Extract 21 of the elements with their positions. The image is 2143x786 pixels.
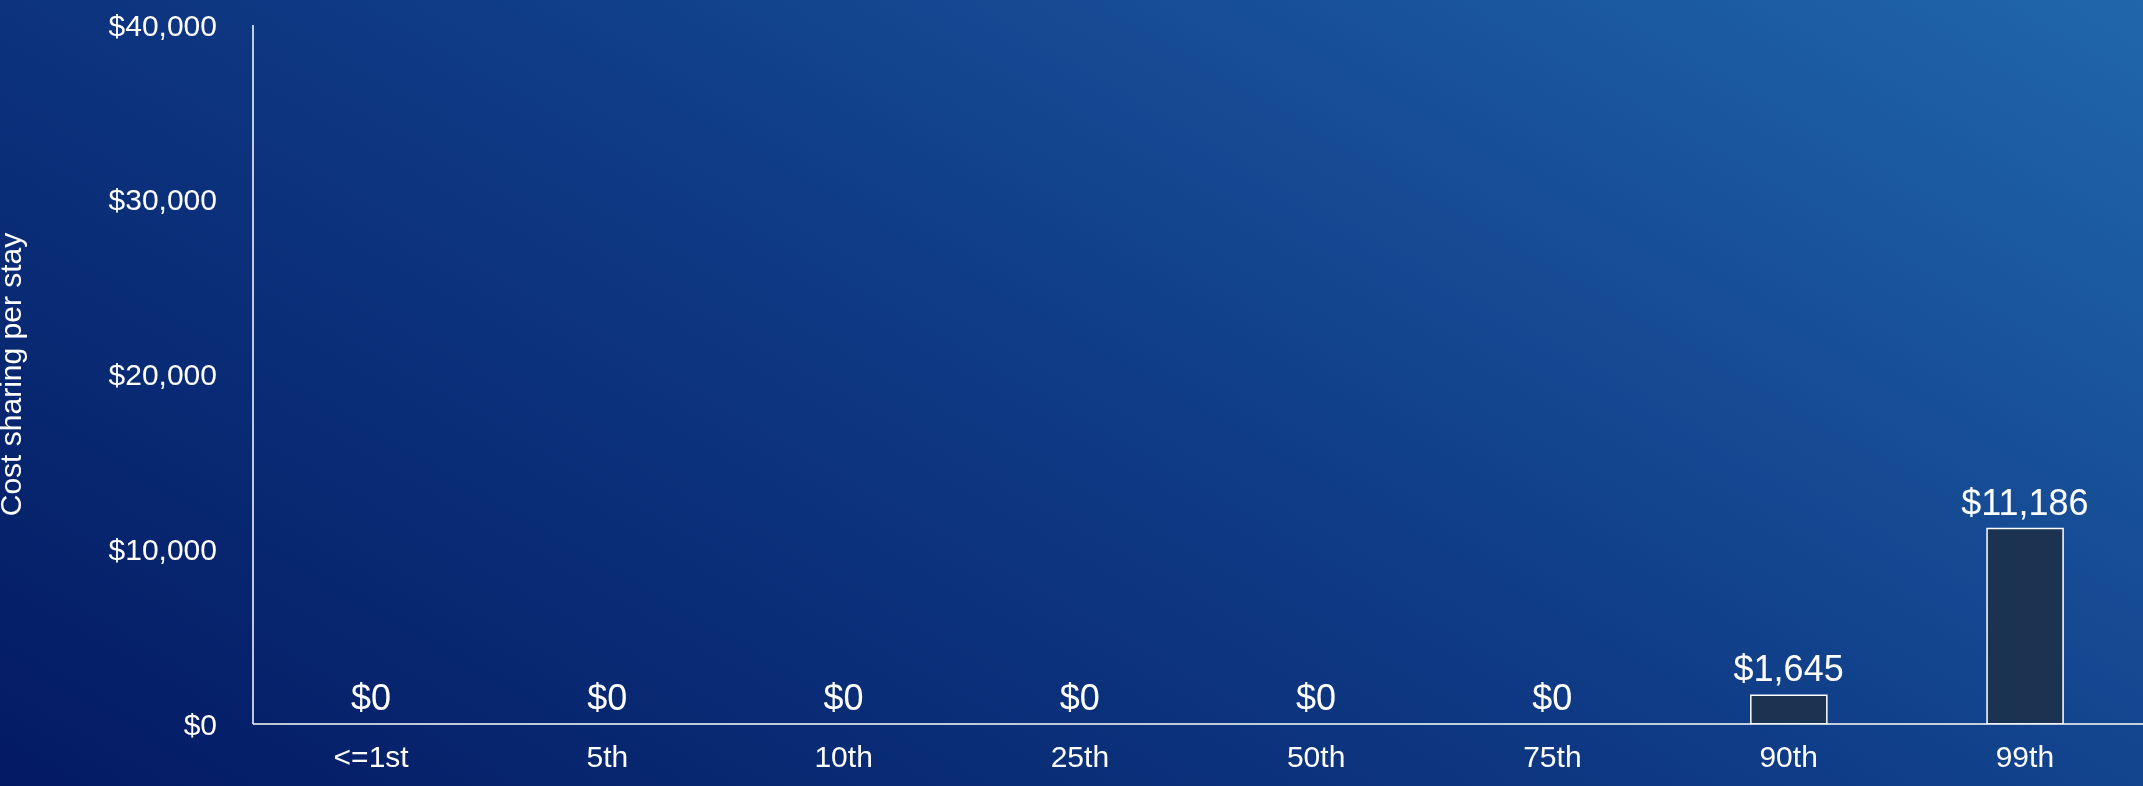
data-label: $0 xyxy=(351,677,392,718)
y-tick-label: $0 xyxy=(183,707,217,741)
x-tick-label: 75th xyxy=(1523,740,1582,774)
y-tick-label: $40,000 xyxy=(108,8,217,42)
data-label: $0 xyxy=(1296,677,1337,718)
data-label: $0 xyxy=(823,677,864,718)
data-label: $0 xyxy=(1059,677,1100,718)
x-tick-label: 25th xyxy=(1050,740,1110,774)
x-tick-label: 50th xyxy=(1286,740,1346,774)
data-label: $1,645 xyxy=(1733,648,1844,690)
x-tick-label: 90th xyxy=(1759,740,1818,774)
x-tick-label: <=1st xyxy=(333,740,410,774)
y-tick-label: $20,000 xyxy=(108,358,217,392)
x-tick-label: 99th xyxy=(1995,740,2055,774)
data-label: $0 xyxy=(1532,677,1573,718)
x-tick-label: 5th xyxy=(586,740,629,774)
y-tick-label: $30,000 xyxy=(108,183,217,217)
data-label: $0 xyxy=(587,677,628,718)
data-label: $11,186 xyxy=(1961,481,2089,523)
y-tick-label: $10,000 xyxy=(108,532,217,566)
x-tick-label: 10th xyxy=(814,740,873,774)
